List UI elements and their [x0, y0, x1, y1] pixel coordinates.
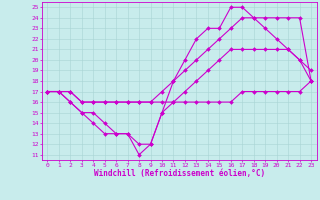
- X-axis label: Windchill (Refroidissement éolien,°C): Windchill (Refroidissement éolien,°C): [94, 169, 265, 178]
